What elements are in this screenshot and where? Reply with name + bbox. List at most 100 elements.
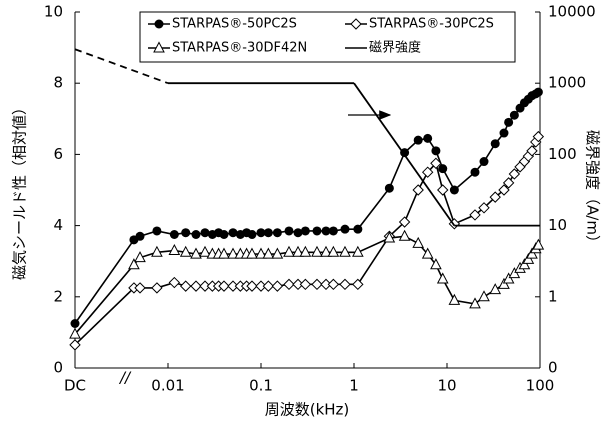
data-point (169, 230, 179, 239)
line-segment (353, 82, 456, 227)
data-point (353, 224, 363, 234)
data-point (299, 245, 312, 257)
legend-marker (153, 41, 165, 53)
x-tick-label: DC (64, 377, 86, 395)
data-point (199, 245, 211, 257)
data-point (311, 278, 323, 291)
data-point (293, 228, 303, 238)
data-point (478, 202, 490, 214)
data-point (398, 216, 411, 228)
data-point (489, 191, 501, 203)
data-point (69, 327, 81, 339)
data-point (134, 282, 146, 294)
y-tick-label: 0 (53, 359, 63, 377)
y-axis-label: 磁気シールド性（相対値） (11, 100, 29, 280)
legend-box (139, 11, 516, 63)
data-point (284, 226, 294, 236)
data-point (321, 226, 331, 236)
data-point (479, 157, 489, 167)
data-point (263, 228, 273, 238)
data-point (430, 258, 442, 270)
data-point (489, 283, 502, 295)
data-point (436, 272, 449, 284)
y2-tick-label: 0 (548, 359, 558, 377)
y-tick-label: 4 (53, 216, 63, 234)
data-point (151, 282, 163, 294)
data-point (509, 110, 519, 120)
data-point (430, 157, 442, 170)
data-point (218, 247, 230, 259)
data-point (262, 247, 275, 259)
data-point (398, 229, 411, 241)
data-point (179, 245, 192, 257)
data-point (526, 145, 538, 157)
y2-axis-label: 磁界強度（A/m） (584, 130, 602, 250)
data-point (412, 236, 425, 248)
data-point (413, 135, 423, 145)
data-point (69, 339, 81, 351)
data-point (168, 243, 181, 256)
data-point (190, 247, 202, 259)
data-point (218, 280, 230, 292)
y-tick-label: 6 (53, 145, 63, 163)
y-tick-label: 2 (53, 287, 63, 305)
x-tick-label: 0.01 (151, 377, 184, 395)
data-point (352, 245, 364, 257)
data-point (262, 280, 275, 292)
data-point (283, 278, 295, 291)
data-point (526, 247, 538, 259)
data-point (490, 139, 500, 149)
y2-tick-label: 100 (548, 145, 577, 163)
data-point (271, 247, 284, 259)
data-point (327, 245, 340, 257)
data-point (255, 247, 267, 259)
data-point (246, 247, 258, 259)
x-axis-label: 周波数(kHz) (265, 401, 350, 419)
data-point (300, 226, 310, 236)
legend-label: 磁界強度 (369, 40, 421, 56)
data-point (320, 245, 332, 257)
data-point (421, 166, 434, 178)
data-point (247, 230, 257, 239)
data-point (502, 272, 515, 284)
x-tick-label: 1 (349, 377, 359, 395)
data-point (181, 228, 191, 238)
data-point (437, 184, 449, 196)
axis-break: // (118, 369, 132, 387)
data-point (272, 228, 282, 238)
data-point (508, 267, 521, 279)
data-point (283, 245, 295, 257)
data-point (227, 247, 239, 259)
data-point (352, 278, 364, 291)
data-point (327, 278, 340, 291)
data-point (135, 231, 145, 241)
data-point (191, 230, 201, 239)
data-point (271, 280, 284, 292)
data-point (179, 280, 192, 292)
data-point (311, 245, 323, 257)
data-point (431, 146, 441, 156)
data-point (292, 245, 304, 257)
data-point (246, 280, 258, 292)
data-point (469, 209, 481, 221)
data-point (421, 247, 434, 259)
y-tick-label: 10 (44, 3, 63, 21)
data-point (423, 133, 433, 143)
data-point (168, 276, 181, 289)
data-point (219, 230, 229, 239)
y2-tick-label: 1 (548, 287, 558, 305)
data-point (128, 258, 140, 270)
data-point (312, 226, 322, 236)
data-point (339, 278, 351, 291)
data-point (70, 319, 80, 328)
x-tick-label: 100 (526, 377, 555, 395)
data-point (228, 228, 238, 238)
data-point (522, 252, 535, 264)
data-point (499, 128, 509, 138)
data-point (152, 226, 162, 236)
data-point (383, 231, 396, 243)
data-point (533, 87, 543, 97)
data-point (438, 164, 448, 174)
